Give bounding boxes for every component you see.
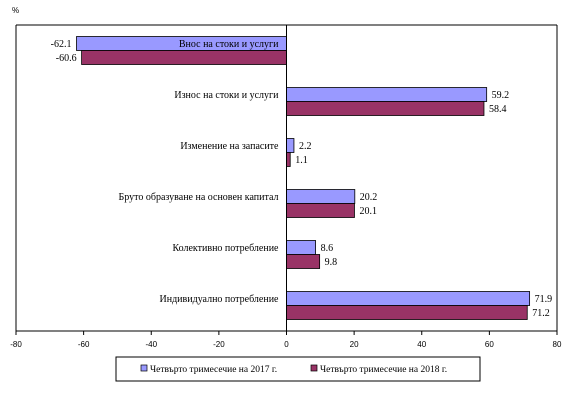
data-label: 8.6 [321, 243, 334, 254]
x-tick-label: 20 [350, 340, 359, 349]
data-label: 71.9 [535, 294, 553, 305]
x-tick-label: -20 [213, 340, 225, 349]
category-label: Износ на стоки и услуги [174, 90, 279, 101]
x-tick-label: 80 [553, 340, 562, 349]
data-label: -60.6 [56, 53, 77, 64]
x-tick-label: 0 [284, 340, 289, 349]
legend-box [115, 356, 481, 382]
data-label: 71.2 [532, 308, 550, 319]
bar-2018 [286, 152, 291, 167]
legend-label-2017: Четвърто тримесечие на 2017 г. [150, 365, 277, 375]
legend: Четвърто тримесечие на 2017 г. Четвърто … [115, 356, 481, 382]
legend-label-2018: Четвърто тримесечие на 2018 г. [320, 365, 447, 375]
category-label: Индивидуално потребление [160, 294, 280, 305]
data-label: 59.2 [492, 90, 510, 101]
category-label: Внос на стоки и услуги [179, 39, 279, 50]
bar-2018 [286, 305, 528, 320]
x-tick-label: -80 [10, 340, 22, 349]
y-axis-unit-label: % [12, 6, 19, 15]
legend-swatch-2017 [140, 364, 148, 372]
bar-2018 [286, 254, 321, 269]
bar-2018 [286, 203, 355, 218]
bar-2017 [286, 291, 531, 306]
data-label: 2.2 [299, 141, 312, 152]
bar-2018 [286, 101, 485, 116]
bar-2017 [286, 138, 295, 153]
data-label: 20.1 [359, 206, 377, 217]
bar-2017 [286, 87, 488, 102]
bar-2017 [286, 189, 356, 204]
bar-2017 [286, 240, 316, 255]
x-tick-label: -40 [145, 340, 157, 349]
legend-swatch-2018 [310, 364, 318, 372]
data-label: -62.1 [51, 39, 72, 50]
x-tick-label: -60 [78, 340, 90, 349]
x-tick-label: 60 [485, 340, 494, 349]
data-label: 58.4 [489, 104, 507, 115]
bar-2018 [81, 50, 287, 65]
data-label: 20.2 [360, 192, 378, 203]
data-label: 1.1 [295, 155, 308, 166]
category-label: Изменение на запасите [180, 141, 279, 152]
category-label: Бруто образуване на основен капитал [119, 192, 279, 203]
category-label: Колективно потребление [172, 243, 279, 254]
x-tick-label: 40 [417, 340, 426, 349]
data-label: 9.8 [325, 257, 338, 268]
